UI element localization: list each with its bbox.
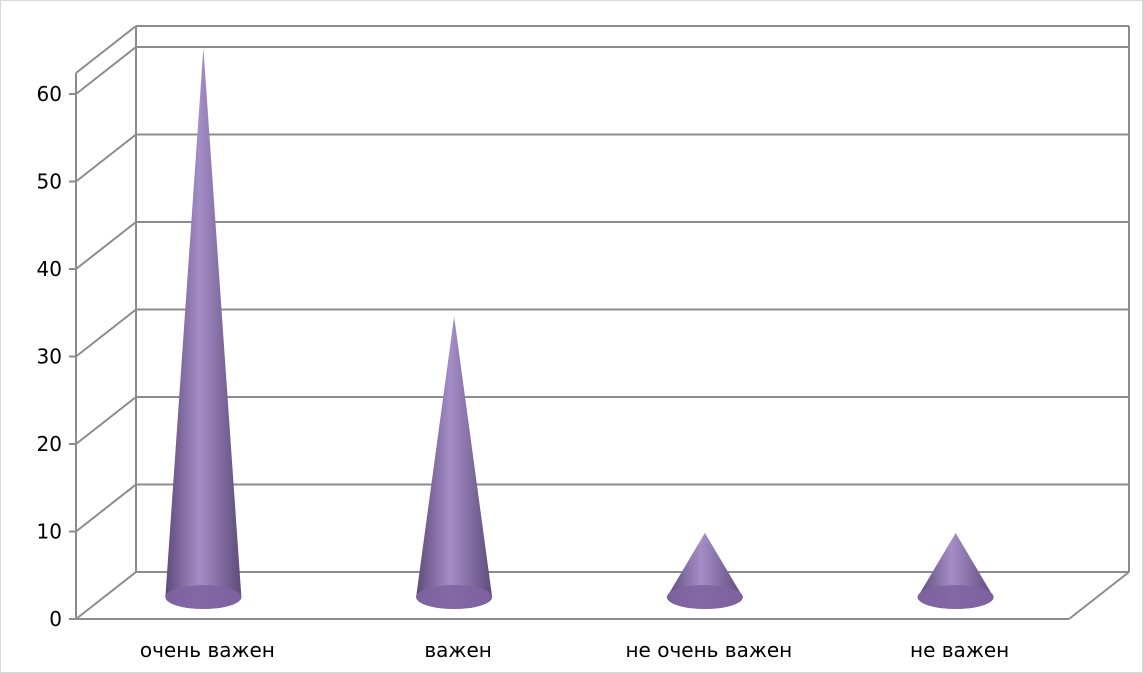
gridline-side-50 <box>75 133 137 183</box>
y-tick-label: 30 <box>37 345 62 369</box>
y-tick-label: 50 <box>37 170 62 194</box>
category-labels: очень важен важен не очень важен не важен <box>140 638 1009 662</box>
floor-right-edge <box>1068 571 1130 620</box>
gridlines <box>69 46 1129 620</box>
cone-base <box>165 585 242 609</box>
cone-2 <box>666 533 743 609</box>
gridline-side-30 <box>75 308 137 358</box>
cones <box>165 47 994 610</box>
category-label: важен <box>424 638 491 662</box>
cone-base <box>416 585 493 609</box>
y-tick-label: 40 <box>37 257 62 281</box>
gridline-side-0 <box>75 571 137 620</box>
cone-0 <box>165 47 242 610</box>
y-tick-label: 60 <box>37 82 62 106</box>
cone-base <box>917 585 994 609</box>
category-label: не важен <box>910 638 1009 662</box>
y-tick-label: 10 <box>37 520 62 544</box>
y-tick-label: 20 <box>37 432 62 456</box>
gridline-side-40 <box>75 221 137 270</box>
y-tick-labels: 0 10 20 30 40 50 60 <box>37 82 62 631</box>
side-wall-top-edge <box>75 25 137 74</box>
gridline-side-60 <box>75 46 137 95</box>
cone-3 <box>917 533 994 609</box>
cone-body <box>165 47 242 610</box>
gridline-side-10 <box>75 483 137 533</box>
category-label: не очень важен <box>625 638 792 662</box>
gridline-side-20 <box>75 396 137 445</box>
cone-base <box>666 585 743 609</box>
axes <box>75 25 1130 620</box>
y-tick-label: 0 <box>49 607 62 631</box>
cone-body <box>416 316 493 609</box>
category-label: очень важен <box>140 638 275 662</box>
cone-1 <box>416 316 493 609</box>
